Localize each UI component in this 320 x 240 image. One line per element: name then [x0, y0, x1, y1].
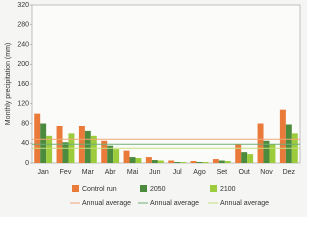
x-tick-label: Dez [283, 169, 296, 176]
bar [180, 162, 187, 163]
bar [40, 123, 47, 163]
x-tick-label: Mar [82, 169, 95, 176]
bar [279, 109, 286, 163]
legend-label: Annual average [220, 200, 269, 207]
legend-label: 2050 [150, 186, 166, 193]
y-tick-label: 320 [17, 2, 29, 9]
y-tick-label: 200 [17, 61, 29, 68]
bar [101, 140, 108, 163]
bar [263, 140, 270, 163]
plot-area [31, 4, 301, 164]
bar [224, 161, 231, 163]
bar [62, 142, 69, 163]
y-tick-label: 240 [17, 41, 29, 48]
bar [157, 160, 164, 163]
bar [247, 154, 254, 163]
y-tick-label: 0 [25, 160, 29, 167]
bar [218, 160, 225, 163]
y-axis-label: Monthly precipitation (mm) [5, 43, 12, 125]
legend-label: Annual average [82, 200, 131, 207]
bar [135, 158, 142, 163]
bar [34, 113, 41, 163]
legend-swatch [210, 185, 217, 192]
bar [84, 130, 91, 163]
bar [241, 152, 248, 163]
bar [196, 162, 203, 163]
x-tick-label: Jun [149, 169, 160, 176]
bar [123, 150, 130, 163]
x-tick-label: Abr [105, 169, 117, 176]
bar [90, 135, 97, 163]
y-tick-label: 160 [17, 81, 29, 88]
legend-label: Control run [82, 186, 117, 193]
bar [269, 144, 276, 163]
bar [107, 145, 114, 163]
bar [46, 135, 53, 163]
bar [151, 160, 158, 163]
legend-label: 2100 [220, 186, 236, 193]
y-tick-label: 40 [21, 140, 29, 147]
y-tick-label: 280 [17, 22, 29, 29]
y-tick-label: 120 [17, 101, 29, 108]
bar [129, 157, 136, 163]
x-tick-label: Fev [60, 169, 72, 176]
x-tick-label: Nov [260, 169, 273, 176]
bar [257, 123, 264, 163]
chart: Monthly precipitation (mm) 0 40 80 120 160 20… [0, 0, 307, 217]
legend-swatch [140, 185, 147, 192]
x-tick-label: Mai [127, 169, 139, 176]
page: Monthly precipitation (mm) 0 40 80 120 160 20… [0, 0, 307, 217]
bar [145, 157, 152, 163]
y-tick-label: 80 [21, 120, 29, 127]
x-tick-label: Set [217, 169, 228, 176]
bar [113, 149, 120, 163]
bar [190, 161, 197, 163]
x-tick-label: Jan [38, 169, 49, 176]
bar [174, 162, 181, 163]
bar [235, 144, 242, 163]
x-tick-label: Out [239, 169, 250, 176]
legend-swatch [72, 185, 79, 192]
x-tick-label: Jul [173, 169, 182, 176]
bar [168, 160, 175, 163]
x-tick-label: Ago [193, 169, 206, 176]
bar [202, 162, 209, 163]
legend-label: Annual average [150, 200, 199, 207]
bar [212, 159, 219, 163]
